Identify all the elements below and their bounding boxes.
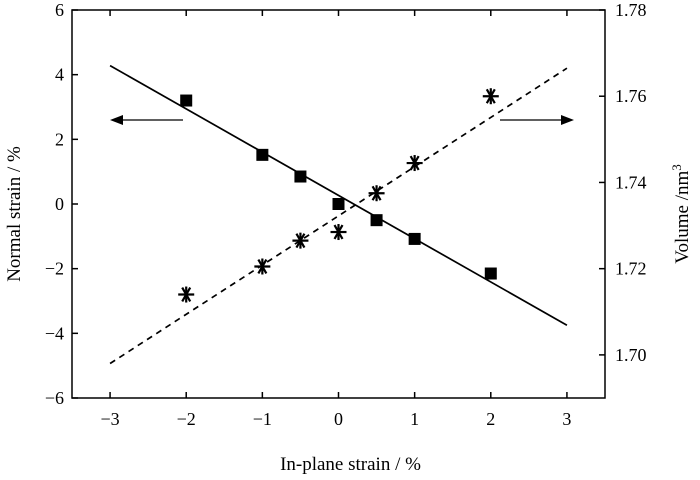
volume-point [406,155,423,172]
left-y-tick-label: −2 [45,259,64,279]
x-tick-label: −2 [177,409,196,429]
volume-point [482,88,499,105]
right-y-tick-label: 1.72 [615,259,647,279]
normal-strain-point [294,170,307,183]
left-y-tick-label: 0 [55,194,64,214]
volume-point [368,185,385,202]
right-axis-arrow [500,115,574,125]
data-markers [178,88,499,303]
right-y-tick-label: 1.78 [615,0,647,20]
volume-point [292,232,309,249]
axis-indicator-arrows [110,115,574,125]
x-tick-label: 2 [486,409,495,429]
left-y-axis-title: Normal strain / % [4,146,25,282]
x-tick-label: −3 [100,409,119,429]
x-tick-label: 0 [334,409,343,429]
left-y-tick-label: 6 [55,0,64,20]
volume-point [330,224,347,241]
right-y-axis-title-base: Volume /nm [672,170,693,263]
left-y-tick-label: −4 [45,323,64,343]
left-y-tick-label: −6 [45,388,64,408]
right-y-tick-label: 1.74 [615,172,647,192]
right-arrow-head [561,115,574,125]
right-y-axis-title-superscript: 3 [669,164,684,171]
normal-strain-point [256,148,269,161]
left-y-tick-label: 4 [55,65,64,85]
volume-fit-line [109,67,568,365]
volume-point [178,286,195,303]
x-tick-label: 3 [562,409,571,429]
x-tick-label: 1 [410,409,419,429]
fit-lines [109,64,568,365]
normal-strain-point [484,267,497,280]
axis-ticks [72,9,605,399]
normal-strain-point [408,232,421,245]
left-y-tick-label: 2 [55,129,64,149]
right-y-tick-label: 1.70 [615,345,647,365]
volume-point [254,258,271,275]
x-tick-label: −1 [253,409,272,429]
normal-strain-fit-line [109,64,568,326]
tick-labels: −3 −2 −1 0 1 2 3 −6 −4 −2 0 2 4 6 1.70 1.72 1.74 1.76 1.78 [45,0,647,429]
left-arrow-head [110,115,123,125]
right-y-tick-label: 1.76 [615,86,647,106]
normal-strain-point [332,198,345,210]
normal-strain-point [180,94,193,107]
x-axis-title: In-plane strain / % [280,454,421,475]
left-axis-arrow [110,115,183,125]
right-y-axis-title: Volume /nm3 [669,164,693,264]
normal-strain-point [370,214,383,227]
